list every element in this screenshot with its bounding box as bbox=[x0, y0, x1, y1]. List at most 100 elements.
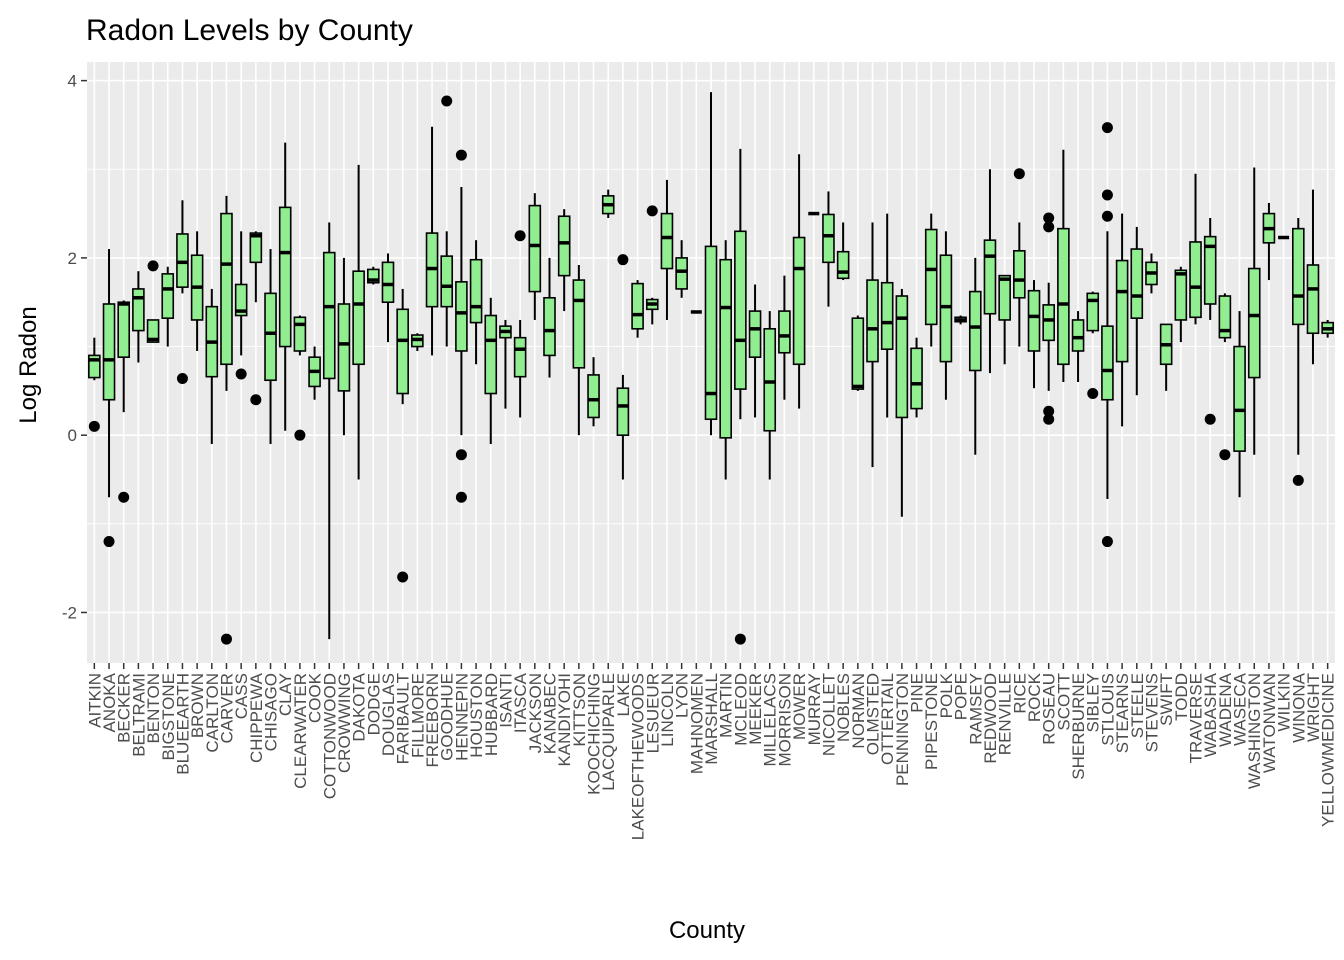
x-tick-label: SHERBURNE bbox=[1069, 673, 1088, 780]
x-tick-label: BELTRAMI bbox=[129, 673, 148, 757]
x-tick-label: HENNEPIN bbox=[452, 673, 471, 761]
x-tick-label: BLUEEARTH bbox=[173, 673, 192, 775]
box bbox=[440, 255, 454, 308]
box bbox=[983, 239, 997, 315]
box bbox=[1218, 295, 1232, 339]
outlier bbox=[176, 372, 188, 384]
x-tick-label: CASS bbox=[232, 673, 251, 719]
y-axis-label: Log Radon bbox=[15, 306, 42, 423]
x-tick-label: ROSEAU bbox=[1040, 673, 1059, 745]
box bbox=[968, 290, 982, 372]
box bbox=[631, 282, 644, 330]
x-tick-label: HOUSTON bbox=[467, 673, 486, 758]
outlier bbox=[1043, 413, 1055, 425]
x-tick-label: ITASCA bbox=[511, 672, 530, 733]
x-tick-label: SWIFT bbox=[1157, 673, 1176, 726]
box bbox=[513, 336, 527, 378]
box bbox=[880, 281, 894, 351]
x-tick-label: DAKOTA bbox=[350, 672, 369, 741]
box bbox=[660, 212, 674, 270]
x-tick-label: WASECA bbox=[1231, 672, 1250, 746]
x-tick-label: FREEBORN bbox=[423, 673, 442, 767]
x-tick-label: FARIBAULT bbox=[394, 673, 413, 764]
x-tick-label: WATONWAN bbox=[1260, 673, 1279, 773]
box bbox=[866, 279, 879, 363]
x-tick-label: CHIPPEWA bbox=[247, 672, 266, 763]
x-tick-label: REDWOOD bbox=[981, 673, 1000, 764]
outlier bbox=[1219, 449, 1231, 461]
outlier bbox=[1101, 189, 1113, 201]
x-tick-label: ANOKA bbox=[100, 672, 119, 732]
x-tick-label: POLK bbox=[937, 672, 956, 718]
outlier bbox=[1101, 122, 1113, 134]
box bbox=[1101, 325, 1114, 401]
x-tick-label: LAKE bbox=[614, 673, 633, 716]
outlier bbox=[220, 633, 232, 645]
x-tick-label: LAKEOFTHEWOODS bbox=[629, 673, 648, 840]
box bbox=[998, 274, 1011, 321]
x-tick-label: LESUEUR bbox=[643, 673, 662, 753]
box bbox=[748, 310, 762, 358]
y-tick-label: 4 bbox=[68, 72, 77, 91]
outlier bbox=[294, 429, 306, 441]
box bbox=[822, 213, 835, 264]
outlier bbox=[235, 368, 247, 380]
box bbox=[1013, 250, 1026, 299]
box bbox=[851, 317, 865, 390]
box bbox=[1203, 235, 1217, 305]
x-tick-label: OTTERTAIL bbox=[878, 673, 897, 765]
box bbox=[352, 270, 365, 366]
x-tick-label: KOOCHICHING bbox=[585, 673, 604, 795]
box bbox=[836, 250, 850, 280]
box bbox=[1233, 345, 1246, 452]
outlier bbox=[455, 149, 467, 161]
outlier bbox=[1101, 536, 1113, 548]
x-tick-label: STEELE bbox=[1128, 673, 1147, 738]
box bbox=[616, 387, 630, 436]
x-tick-label: MCLEOD bbox=[731, 673, 750, 746]
box bbox=[278, 206, 292, 348]
x-tick-label: RAMSEY bbox=[966, 673, 985, 745]
outlier bbox=[441, 95, 453, 107]
box bbox=[366, 268, 380, 284]
outlier bbox=[455, 449, 467, 461]
x-tick-label: WINONA bbox=[1289, 672, 1308, 743]
x-tick-label: TODD bbox=[1172, 673, 1191, 721]
box bbox=[1057, 227, 1070, 366]
outlier bbox=[1043, 221, 1055, 233]
x-tick-label: OLMSTED bbox=[864, 673, 883, 755]
box bbox=[1130, 248, 1144, 319]
box bbox=[1027, 289, 1041, 352]
x-tick-label: NICOLLET bbox=[819, 673, 838, 756]
x-tick-label: CROWWING bbox=[335, 673, 354, 773]
box bbox=[146, 319, 160, 343]
box bbox=[132, 288, 145, 332]
box bbox=[675, 257, 688, 290]
box bbox=[455, 281, 468, 352]
x-tick-label: PENNINGTON bbox=[893, 673, 912, 786]
box bbox=[88, 354, 101, 379]
box bbox=[1115, 259, 1129, 363]
box bbox=[528, 204, 542, 293]
x-tick-label: MARSHALL bbox=[702, 673, 721, 765]
outlier bbox=[455, 491, 467, 503]
x-tick-label: WASHINGTON bbox=[1245, 673, 1264, 789]
x-tick-label: CARLTON bbox=[203, 673, 222, 753]
outlier bbox=[103, 536, 115, 548]
x-tick-label: CLAY bbox=[276, 673, 295, 716]
box bbox=[704, 245, 718, 421]
x-tick-label: PIPESTONE bbox=[922, 673, 941, 770]
x-tick-label: BIGSTONE bbox=[159, 673, 178, 761]
x-axis-label: County bbox=[669, 917, 745, 944]
x-tick-label: WADENA bbox=[1216, 672, 1235, 747]
y-tick-label: -2 bbox=[62, 603, 77, 622]
box bbox=[1174, 269, 1188, 321]
box bbox=[234, 283, 248, 317]
x-tick-label: FILLMORE bbox=[408, 673, 427, 758]
box bbox=[910, 347, 923, 410]
box bbox=[1189, 241, 1202, 319]
box bbox=[587, 374, 600, 419]
box bbox=[1071, 319, 1085, 352]
